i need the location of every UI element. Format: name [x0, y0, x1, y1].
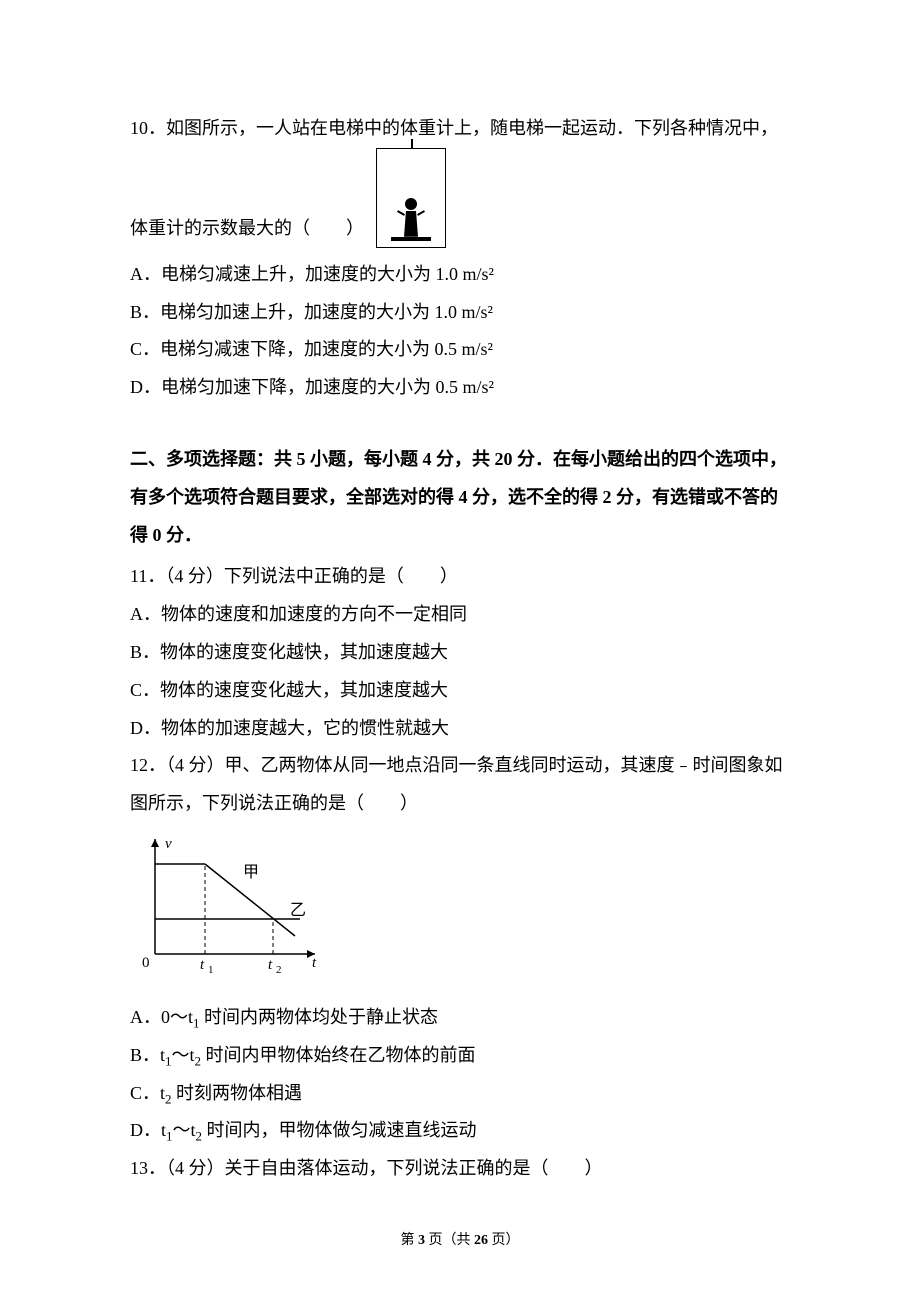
- q12b-post: 时间内甲物体始终在乙物体的前面: [201, 1045, 476, 1065]
- q12c-pre: C．t: [130, 1083, 165, 1103]
- svg-text:甲: 甲: [243, 864, 259, 881]
- question-11: 11．（4 分）下列说法中正确的是（ ） A．物体的速度和加速度的方向不一定相同…: [130, 558, 790, 747]
- section-2-title: 二、多项选择题：共 5 小题，每小题 4 分，共 20 分．在每小题给出的四个选…: [130, 441, 790, 554]
- q12d-pre: D．t: [130, 1120, 166, 1140]
- q12c-post: 时刻两物体相遇: [172, 1083, 303, 1103]
- page-footer: 第 3 页（共 26 页）: [130, 1226, 790, 1255]
- q11-option-d: D．物体的加速度越大，它的惯性就越大: [130, 710, 790, 748]
- q13-stem: 13．（4 分）关于自由落体运动，下列说法正确的是（ ）: [130, 1150, 790, 1188]
- footer-mid: 页（共: [425, 1233, 474, 1248]
- q12a-post: 时间内两物体均处于静止状态: [200, 1007, 439, 1027]
- q12d-post: 时间内，甲物体做匀减速直线运动: [202, 1120, 477, 1140]
- q11-option-a: A．物体的速度和加速度的方向不一定相同: [130, 596, 790, 634]
- q12-option-c: C．t2 时刻两物体相遇: [130, 1075, 790, 1113]
- svg-text:0: 0: [142, 955, 150, 971]
- footer-post: 页）: [488, 1233, 520, 1248]
- q11-option-c: C．物体的速度变化越大，其加速度越大: [130, 672, 790, 710]
- q10-line2: 体重计的示数最大的（ ）: [130, 210, 364, 248]
- question-13: 13．（4 分）关于自由落体运动，下列说法正确的是（ ）: [130, 1150, 790, 1188]
- question-10: 10．如图所示，一人站在电梯中的体重计上，随电梯一起运动．下列各种情况中， 体重…: [130, 110, 790, 407]
- svg-text:t: t: [200, 957, 205, 973]
- q12-option-d: D．t1～t2 时间内，甲物体做匀减速直线运动: [130, 1112, 790, 1150]
- elevator-figure: [376, 148, 446, 248]
- footer-page: 3: [418, 1233, 425, 1248]
- svg-text:乙: 乙: [290, 902, 306, 919]
- q12d-mid: ～t: [173, 1120, 196, 1140]
- svg-text:v: v: [165, 836, 172, 852]
- q11-stem: 11．（4 分）下列说法中正确的是（ ）: [130, 558, 790, 596]
- q10-option-d: D．电梯匀加速下降，加速度的大小为 0.5 m/s²: [130, 369, 790, 407]
- svg-text:2: 2: [276, 964, 282, 976]
- q12b-mid: ～t: [172, 1045, 195, 1065]
- q10-option-a: A．电梯匀减速上升，加速度的大小为 1.0 m/s²: [130, 256, 790, 294]
- q10-line1: 10．如图所示，一人站在电梯中的体重计上，随电梯一起运动．下列各种情况中，: [130, 110, 790, 148]
- question-12: 12．（4 分）甲、乙两物体从同一地点沿同一条直线同时运动，其速度﹣时间图象如图…: [130, 747, 790, 1150]
- q10-option-b: B．电梯匀加速上升，加速度的大小为 1.0 m/s²: [130, 294, 790, 332]
- q12a-pre: A．0～t: [130, 1007, 193, 1027]
- q12b-pre: B．t: [130, 1045, 165, 1065]
- q10-option-c: C．电梯匀减速下降，加速度的大小为 0.5 m/s²: [130, 331, 790, 369]
- q11-option-b: B．物体的速度变化越快，其加速度越大: [130, 634, 790, 672]
- q12-option-b: B．t1～t2 时间内甲物体始终在乙物体的前面: [130, 1037, 790, 1075]
- footer-pre: 第: [401, 1233, 419, 1248]
- q12-option-a: A．0～t1 时间内两物体均处于静止状态: [130, 999, 790, 1037]
- footer-total: 26: [474, 1233, 488, 1248]
- svg-text:t: t: [312, 955, 317, 971]
- q12-stem: 12．（4 分）甲、乙两物体从同一地点沿同一条直线同时运动，其速度﹣时间图象如图…: [130, 747, 790, 823]
- svg-text:t: t: [268, 957, 273, 973]
- q12-vt-graph: v t 0 t 1 t 2 甲 乙: [130, 829, 325, 979]
- svg-text:1: 1: [208, 964, 214, 976]
